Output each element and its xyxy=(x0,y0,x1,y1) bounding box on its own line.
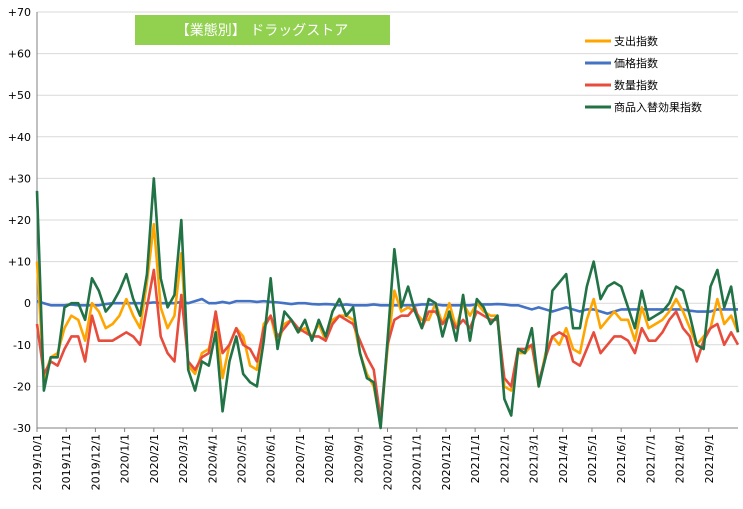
y-tick-label: +70 xyxy=(8,6,31,19)
y-tick-label: +40 xyxy=(8,131,31,144)
y-tick-label: +20 xyxy=(8,214,31,227)
y-tick-label: +60 xyxy=(8,48,31,61)
x-tick-label: 2020/5/1 xyxy=(235,434,248,483)
x-tick-label: 2019/11/1 xyxy=(60,434,73,490)
x-tick-label: 2021/7/1 xyxy=(644,434,657,483)
x-tick-label: 2021/8/1 xyxy=(674,434,687,483)
x-tick-label: 2021/3/1 xyxy=(528,434,541,483)
x-tick-label: 2020/2/1 xyxy=(148,434,161,483)
legend-label: 支出指数 xyxy=(614,34,658,48)
series-line-3 xyxy=(35,177,740,430)
legend-label: 価格指数 xyxy=(614,56,658,70)
x-tick-label: 2020/4/1 xyxy=(206,434,219,483)
x-tick-label: 2020/3/1 xyxy=(177,434,190,483)
y-tick-label: 0 xyxy=(24,297,31,310)
y-tick-label: +50 xyxy=(8,89,31,102)
x-tick-label: 2020/10/1 xyxy=(382,434,395,490)
x-tick-label: 2021/6/1 xyxy=(615,434,628,483)
x-tick-label: 2021/4/1 xyxy=(557,434,570,483)
y-tick-label: -10 xyxy=(13,339,31,352)
x-tick-label: 2021/1/1 xyxy=(469,434,482,483)
y-tick-label: -20 xyxy=(13,380,31,393)
x-tick-label: 2020/1/1 xyxy=(119,434,132,483)
series-layer xyxy=(35,177,740,430)
x-tick-label: 2019/10/1 xyxy=(31,434,44,490)
y-tick-label: +10 xyxy=(8,256,31,269)
x-tick-label: 2021/9/1 xyxy=(703,434,716,483)
legend-label: 数量指数 xyxy=(614,78,658,92)
x-tick-label: 2020/11/1 xyxy=(411,434,424,490)
y-tick-label: -30 xyxy=(13,422,31,435)
legend-label: 商品入替効果指数 xyxy=(614,100,702,114)
chart-title-background xyxy=(135,15,390,45)
x-tick-labels: 2019/10/1 2019/11/1 2019/12/1 2020/1/1 2020/… xyxy=(31,428,716,490)
y-tick-labels: +70 +60 +50 +40 +30 +20 +10 0 -10 -20 -30 xyxy=(8,6,31,435)
chart-title-text: 【業態別】 ドラッグストア xyxy=(176,23,348,39)
x-tick-label: 2020/6/1 xyxy=(265,434,278,483)
x-tick-label: 2020/12/1 xyxy=(440,434,453,490)
x-tick-label: 2021/2/1 xyxy=(498,434,511,483)
y-tick-label: +30 xyxy=(8,172,31,185)
x-tick-label: 2020/8/1 xyxy=(323,434,336,483)
x-tick-label: 2020/7/1 xyxy=(294,434,307,483)
x-tick-label: 2020/9/1 xyxy=(352,434,365,483)
series-line-1 xyxy=(36,297,738,315)
chart-title: 【業態別】 ドラッグストア xyxy=(135,15,390,45)
x-tick-label: 2021/5/1 xyxy=(586,434,599,483)
x-tick-label: 2019/12/1 xyxy=(89,434,102,490)
